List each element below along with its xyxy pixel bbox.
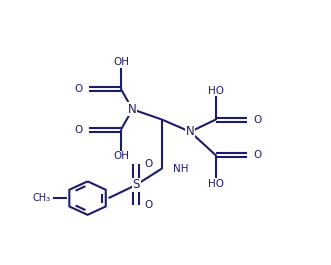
Text: O: O [253, 114, 261, 125]
Text: HO: HO [208, 179, 224, 189]
Text: O: O [74, 84, 82, 94]
Text: O: O [144, 200, 152, 210]
Text: O: O [74, 125, 82, 135]
Text: NH: NH [173, 164, 189, 174]
Text: N: N [128, 103, 137, 116]
Text: S: S [133, 178, 140, 191]
Text: O: O [144, 160, 152, 169]
Text: OH: OH [113, 151, 129, 161]
Text: CH₃: CH₃ [32, 193, 50, 203]
Text: N: N [186, 125, 195, 138]
Text: HO: HO [208, 86, 224, 96]
Text: O: O [253, 150, 261, 160]
Text: OH: OH [113, 58, 129, 67]
